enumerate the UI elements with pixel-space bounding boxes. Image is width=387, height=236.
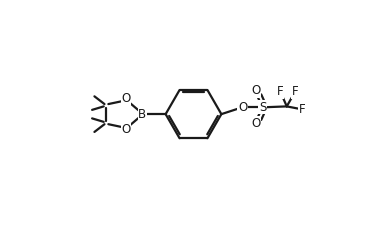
Text: F: F (299, 103, 306, 116)
Text: O: O (251, 84, 260, 97)
Text: O: O (238, 101, 247, 114)
Text: F: F (276, 85, 283, 98)
Text: S: S (259, 101, 267, 114)
Text: O: O (122, 92, 131, 105)
Text: O: O (122, 123, 131, 136)
Text: B: B (139, 108, 146, 121)
Text: O: O (251, 117, 260, 130)
Text: F: F (292, 85, 299, 98)
